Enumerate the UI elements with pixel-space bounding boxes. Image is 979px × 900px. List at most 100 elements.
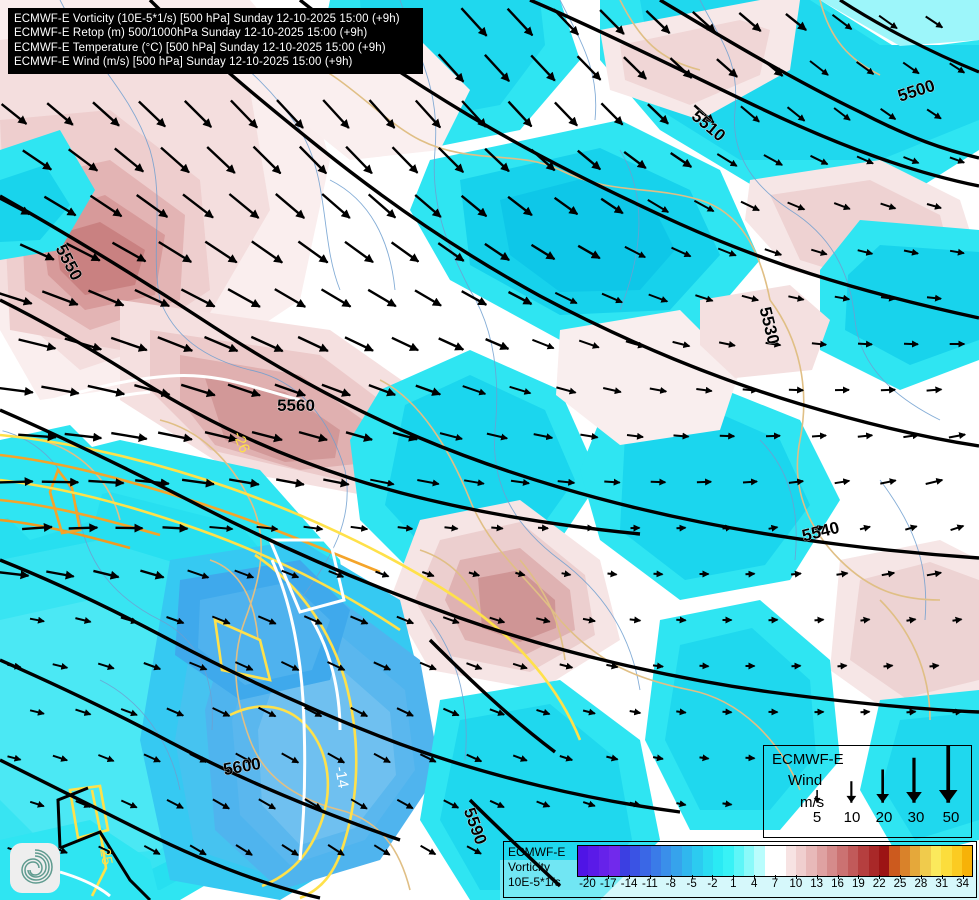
vorticity-tick-mark xyxy=(670,875,672,879)
wind-arrow xyxy=(227,288,261,308)
wind-arrow xyxy=(414,194,442,218)
wind-arrow xyxy=(227,383,261,398)
wind-arrow xyxy=(396,798,414,810)
wind-arrow xyxy=(740,200,760,212)
wind-arrow xyxy=(553,196,579,216)
temperature-contour-layer xyxy=(0,433,582,900)
wind-arrow xyxy=(443,799,460,809)
wind-arrow xyxy=(189,753,208,763)
wind-arrow xyxy=(65,242,101,262)
wind-arrow xyxy=(88,478,125,488)
vorticity-tick-label: 31 xyxy=(935,878,949,890)
wind-arrow xyxy=(143,662,162,671)
color-swatch xyxy=(702,846,713,876)
wind-arrow xyxy=(582,708,596,716)
color-swatch xyxy=(878,846,890,876)
color-swatch xyxy=(806,846,817,876)
wind-arrow xyxy=(181,478,215,488)
vorticity-tick-mark xyxy=(754,875,756,879)
wind-arrow xyxy=(304,706,323,718)
wind-arrow xyxy=(52,662,69,670)
wind-arrow xyxy=(629,616,642,624)
wind-arrow xyxy=(252,145,282,175)
wind-arrow xyxy=(157,336,194,352)
wind-arrow xyxy=(484,242,510,262)
color-swatch xyxy=(961,846,973,876)
wind-arrow xyxy=(0,292,33,306)
wind-arrow xyxy=(327,844,345,856)
wind-legend-arrow-head xyxy=(938,790,958,803)
wind-arrow xyxy=(530,243,556,261)
wind-arrow xyxy=(443,707,460,717)
color-swatch xyxy=(837,846,848,876)
wind-arrow xyxy=(857,248,874,256)
color-swatch xyxy=(681,846,693,876)
wind-arrow xyxy=(234,661,254,671)
color-swatch xyxy=(712,846,724,876)
wind-arrow xyxy=(716,153,738,167)
wind-arrow xyxy=(43,195,77,217)
vorticity-tick-mark xyxy=(733,875,735,879)
wind-arrow xyxy=(785,12,807,32)
wind-arrow xyxy=(902,61,920,75)
color-swatch xyxy=(951,846,962,876)
wind-arrow xyxy=(626,432,644,440)
wind-arrow xyxy=(327,661,346,671)
wind-arrow xyxy=(740,105,760,123)
color-swatch xyxy=(930,846,942,876)
wind-arrow xyxy=(29,708,45,716)
wind-arrow xyxy=(509,385,532,395)
vorticity-tick-mark xyxy=(795,875,797,879)
wind-legend-arrow-head xyxy=(906,791,922,803)
wind-arrow xyxy=(536,800,551,808)
wind-arrow xyxy=(323,478,350,488)
wind-arrow xyxy=(607,570,618,578)
swirl-logo-icon xyxy=(21,849,53,884)
wind-arrow xyxy=(276,99,304,129)
wind-arrow xyxy=(489,708,506,716)
wind-arrow xyxy=(763,154,783,166)
wind-arrow xyxy=(718,340,736,348)
wind-arrow xyxy=(606,754,619,762)
color-swatch xyxy=(598,846,610,876)
wind-arrow xyxy=(515,570,526,578)
wind-arrow xyxy=(345,431,373,442)
wind-arrow xyxy=(120,799,138,809)
wind-arrow xyxy=(397,524,414,532)
wind-arrow xyxy=(561,570,572,578)
wind-arrow xyxy=(809,60,829,76)
vorticity-color-swatches xyxy=(577,845,973,877)
wind-arrow xyxy=(321,193,351,219)
wind-arrow xyxy=(373,752,391,764)
wind-arrow xyxy=(787,201,806,211)
color-swatch xyxy=(733,846,744,876)
wind-arrow xyxy=(367,288,397,308)
wind-arrow xyxy=(926,386,943,394)
wind-arrow xyxy=(676,524,687,532)
wind-arrow xyxy=(466,845,482,855)
wind-arrow xyxy=(421,570,435,578)
wind-arrow xyxy=(460,194,488,218)
wind-arrow xyxy=(460,7,488,37)
vorticity-tick-label: 19 xyxy=(851,878,865,890)
wind-legend-speed-label: 30 xyxy=(907,809,925,826)
wind-arrow xyxy=(906,708,917,716)
wind-arrow xyxy=(439,432,463,441)
wind-arrow xyxy=(251,240,284,264)
wind-arrow xyxy=(878,14,898,30)
vorticity-tick-label: 4 xyxy=(750,878,758,890)
wind-arrow xyxy=(741,294,760,303)
vorticity-tick-label: 34 xyxy=(956,878,969,890)
vorticity-tick-label: -8 xyxy=(665,878,676,890)
wind-arrow xyxy=(466,662,483,670)
wind-arrow xyxy=(417,479,440,487)
wind-arrow xyxy=(92,101,120,127)
wind-arrow xyxy=(881,570,896,578)
wind-arrow xyxy=(629,800,642,808)
border-layer xyxy=(39,0,941,891)
wind-arrow xyxy=(880,478,897,486)
wind-arrow xyxy=(390,241,420,263)
wind-arrow xyxy=(419,661,437,671)
color-swatch xyxy=(795,846,807,876)
wind-arrow xyxy=(437,146,465,174)
